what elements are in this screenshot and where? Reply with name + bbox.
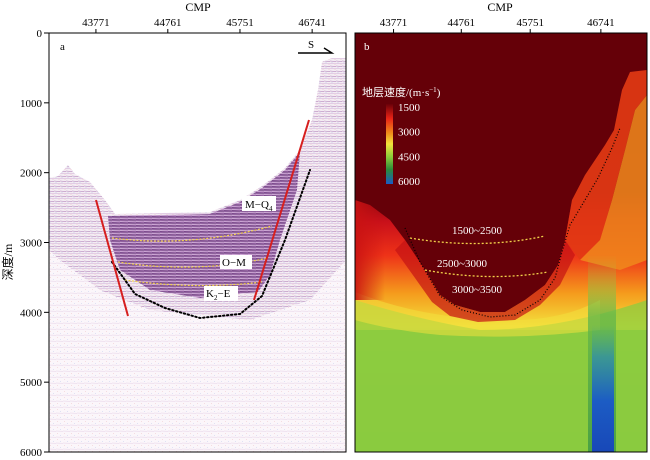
legend-tick-label: 4500 bbox=[398, 151, 421, 163]
interval-line-1 bbox=[409, 235, 546, 245]
horizon-m-q bbox=[111, 225, 273, 242]
horizon-label-text: M−Q bbox=[245, 199, 269, 211]
horizon-label-tail: −E bbox=[217, 288, 230, 300]
interval-label-1500-2500: 1500~2500 bbox=[452, 225, 502, 237]
horizon-label-m-q: M−Q4 bbox=[242, 196, 276, 213]
panel-b-label: b bbox=[364, 41, 370, 53]
direction-arrow: S bbox=[298, 39, 335, 54]
horizon-label-k2-e: K2−E bbox=[204, 286, 238, 302]
legend-tick-label: 3000 bbox=[398, 127, 421, 139]
horizon-label-text: K bbox=[206, 288, 214, 300]
panel-b-velocity-model bbox=[355, 33, 647, 452]
depth-tick-label: 3000 bbox=[20, 238, 43, 250]
cmp-tick-label: 46741 bbox=[587, 17, 615, 29]
cmp-tick-label: 45751 bbox=[226, 17, 254, 29]
panel-a-seismic-section bbox=[49, 33, 346, 452]
horizon-label-sub: 4 bbox=[269, 205, 273, 213]
top-axis-label-b: CMP bbox=[487, 0, 513, 14]
depth-tick-label: 2000 bbox=[20, 168, 43, 180]
legend-title-sup: −1 bbox=[429, 86, 437, 94]
low-velocity-basin bbox=[355, 33, 647, 312]
depth-tick-label: 1000 bbox=[20, 98, 43, 110]
svg-text:地层速度/(m·s−1): 地层速度/(m·s−1) bbox=[362, 85, 441, 99]
arrow-icon bbox=[298, 47, 335, 54]
interval-label-2500-3000: 2500~3000 bbox=[437, 258, 487, 270]
legend-title: 地层速度/(m·s bbox=[362, 85, 429, 99]
basement-line bbox=[111, 169, 311, 320]
legend-tick-label: 1500 bbox=[398, 102, 421, 114]
horizon-k2-e bbox=[124, 279, 263, 287]
horizon-label-text: O−M bbox=[222, 257, 246, 269]
horizon-label-o-m: O−M bbox=[220, 255, 252, 269]
top-axis-label-a: CMP bbox=[185, 0, 211, 14]
cmp-tick-label: 45751 bbox=[516, 17, 544, 29]
cmp-tick-label: 43771 bbox=[380, 17, 408, 29]
fault-right bbox=[253, 119, 310, 301]
legend-tick-label: 6000 bbox=[398, 176, 421, 188]
horizon-label-sub: 2 bbox=[214, 294, 218, 302]
legend-colorbar bbox=[386, 104, 393, 184]
depth-tick-label: 6000 bbox=[20, 447, 43, 459]
fault-left bbox=[95, 199, 129, 317]
direction-label: S bbox=[308, 39, 314, 51]
svg-text:K2−E: K2−E bbox=[206, 288, 231, 302]
panel-b-frame bbox=[354, 32, 648, 453]
depth-tick-label: 4000 bbox=[20, 307, 43, 319]
interval-label-3000-3500: 3000~3500 bbox=[452, 284, 502, 296]
cmp-tick-label: 44761 bbox=[448, 17, 476, 29]
cmp-tick-label: 43771 bbox=[82, 17, 110, 29]
cmp-tick-label: 44761 bbox=[154, 17, 182, 29]
y-axis-label: 深度/m bbox=[0, 243, 15, 280]
svg-text:M−Q4: M−Q4 bbox=[245, 199, 273, 213]
panel-a-label: a bbox=[60, 41, 65, 53]
depth-tick-label: 0 bbox=[37, 28, 43, 40]
velocity-legend: 地层速度/(m·s−1) 1500 3000 4500 6000 bbox=[362, 85, 441, 188]
depth-tick-label: 5000 bbox=[20, 377, 43, 389]
cmp-tick-label: 46741 bbox=[298, 17, 326, 29]
legend-title-tail: ) bbox=[437, 87, 441, 99]
